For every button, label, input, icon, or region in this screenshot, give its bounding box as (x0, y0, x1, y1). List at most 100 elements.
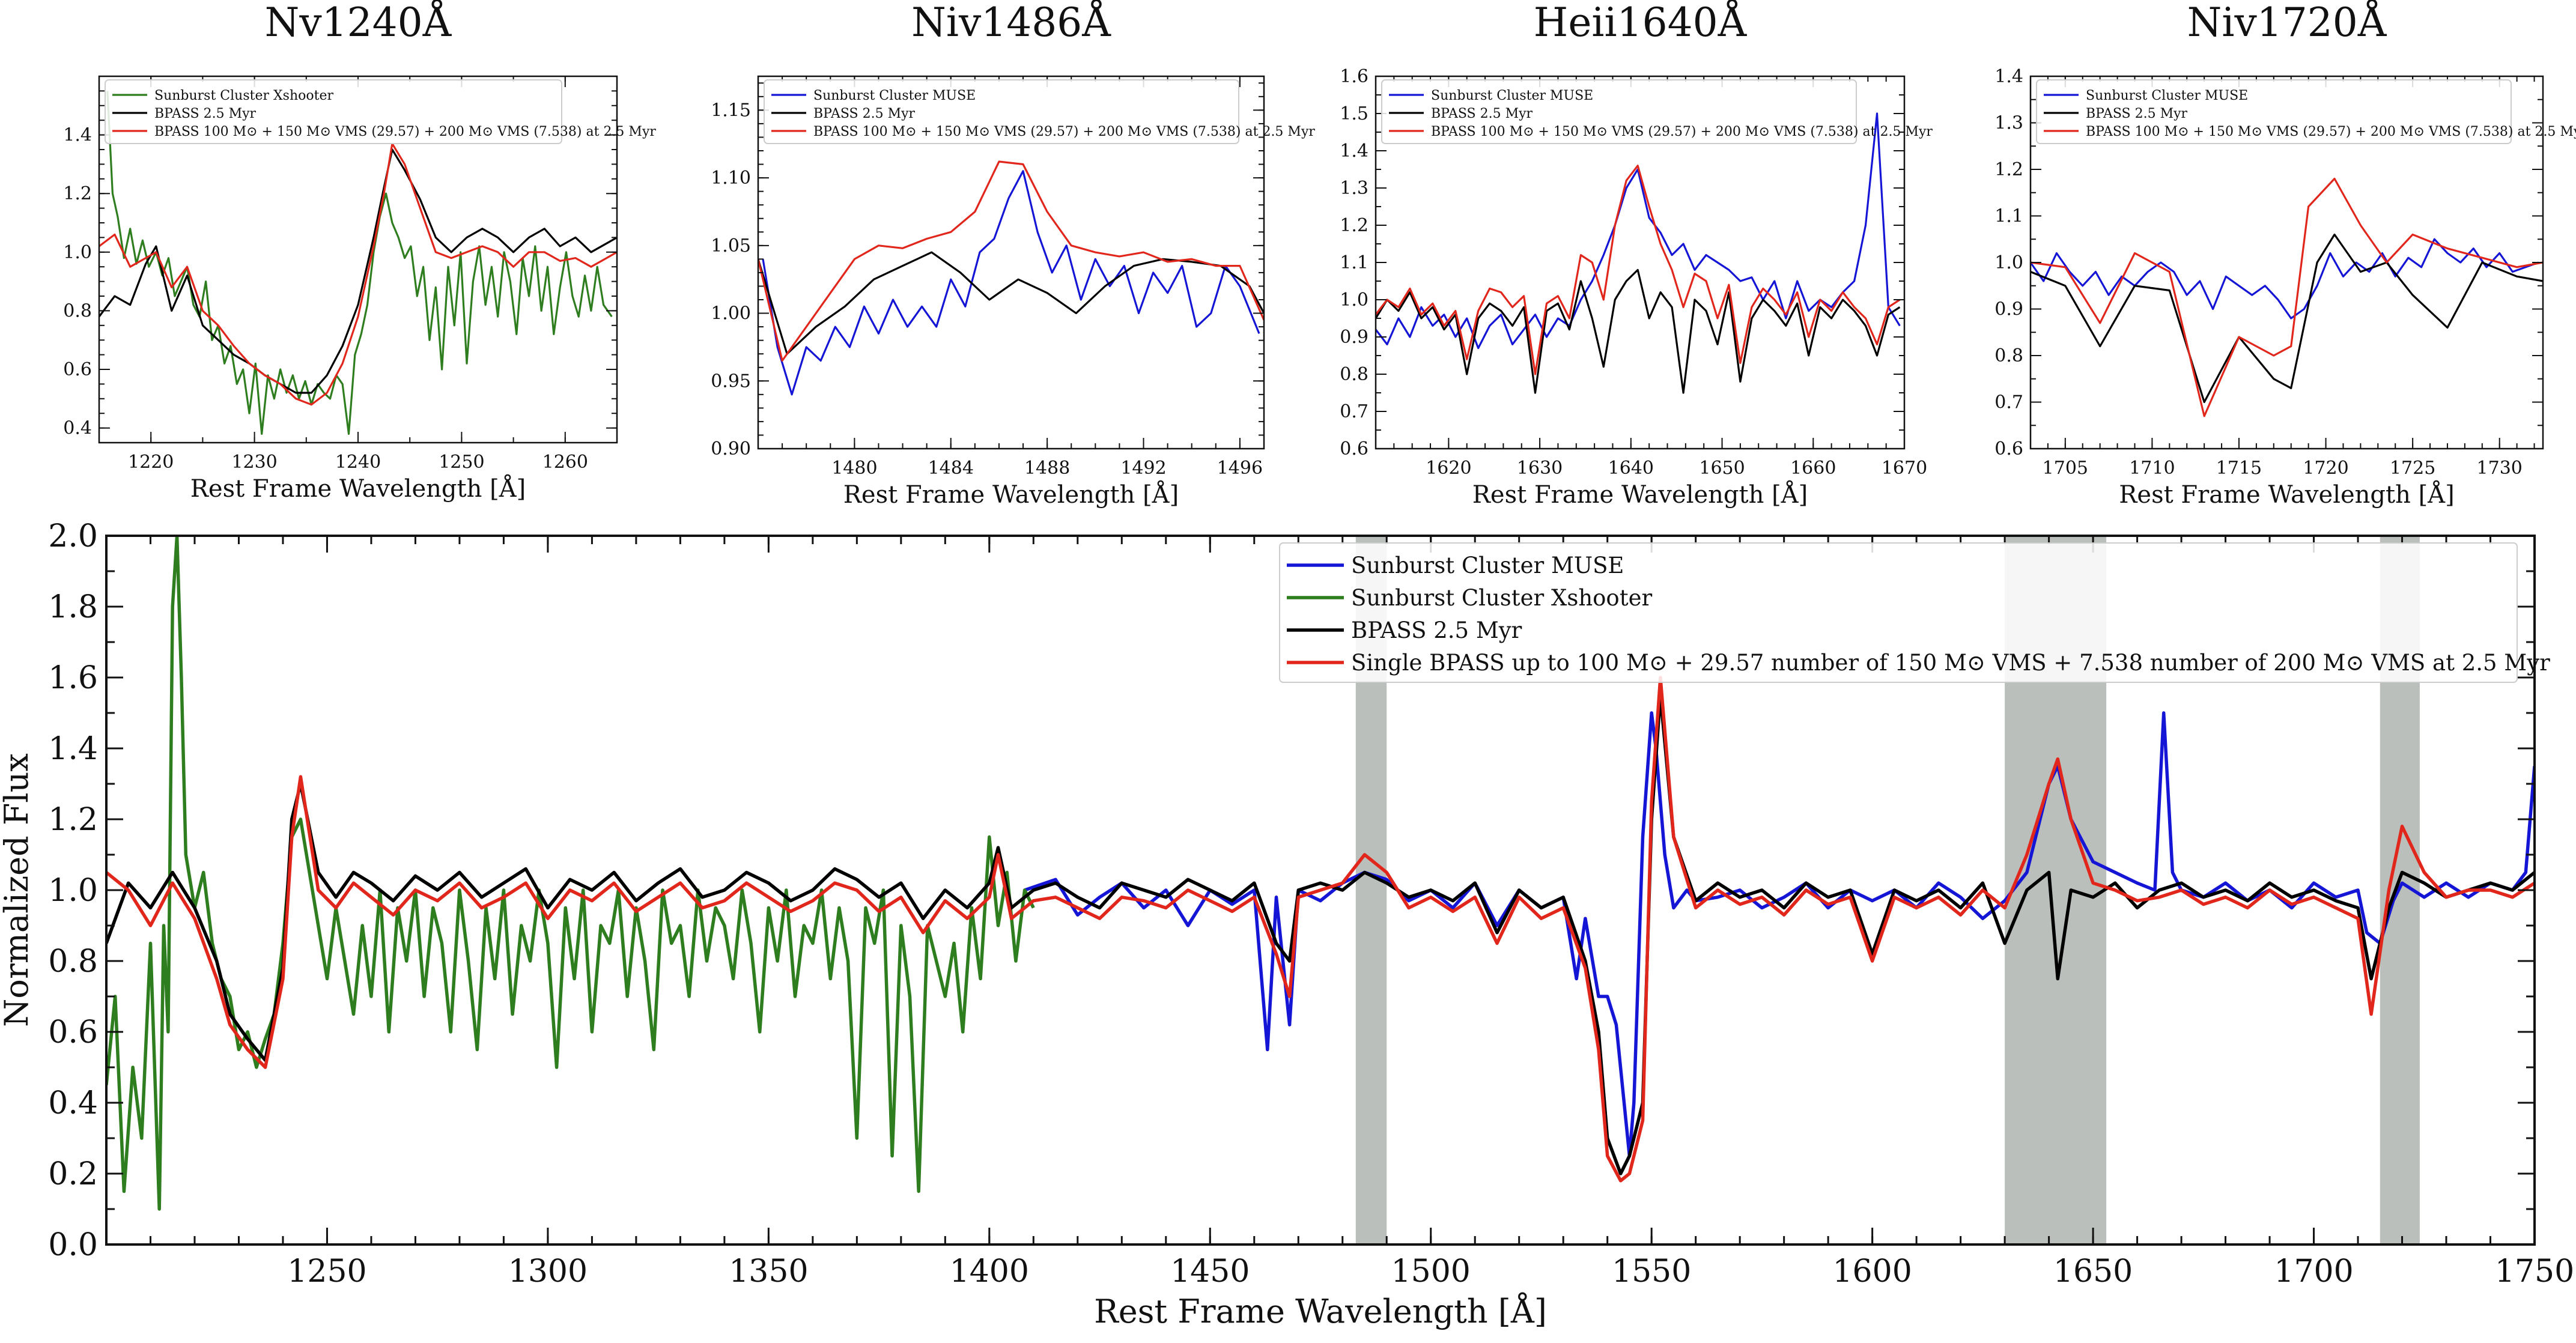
x-axis-label: Rest Frame Wavelength [Å] (1472, 481, 1808, 509)
y-tick-label: 1.5 (1340, 103, 1368, 124)
ticks (99, 76, 618, 443)
y-tick-label: 1.4 (1994, 66, 2023, 87)
panel-full-spectrum: 1250 1300 1350 1400 1450 1500 1550 1600 1650 1700… (0, 518, 2574, 1330)
panel-title: Heii1640Å (1534, 0, 1748, 46)
x-tick-label: 1250 (439, 452, 484, 473)
legend-box (2036, 79, 2512, 144)
series-line-bpass (2031, 233, 2543, 404)
x-tick-label: 1480 (831, 458, 877, 479)
legend-box (105, 79, 562, 144)
plot-frame (757, 75, 1265, 450)
y-axis-label: Normalized Flux (0, 753, 35, 1027)
legend-label: BPASS 2.5 Myr (2086, 106, 2188, 121)
y-tick-label: 1.0 (1340, 290, 1368, 311)
legend-label: Single BPASS up to 100 M⊙ + 29.57 number… (1351, 650, 2550, 676)
y-tick-label: 1.4 (1340, 141, 1368, 162)
x-tick-label: 1725 (2390, 458, 2435, 479)
legend-label: Sunburst Cluster MUSE (1431, 88, 1593, 103)
panel-niv1720: 1705 1710 1715 1720 1725 1730 0.6 0.7 0.8 0.9 1.0 1… (1994, 0, 2576, 509)
y-tick-label: 0.9 (1340, 327, 1368, 348)
x-tick-label: 1640 (1608, 458, 1654, 479)
x-axis-label: Rest Frame Wavelength [Å] (1094, 1291, 1547, 1330)
x-tick-label: 1484 (928, 458, 974, 479)
y-tick-label: 0.6 (63, 359, 92, 380)
y-tick-label: 0.7 (1340, 401, 1368, 422)
y-tick-label: 0.2 (48, 1156, 98, 1192)
x-tick-label: 1650 (2053, 1254, 2133, 1290)
x-tick-label: 1660 (1790, 458, 1836, 479)
y-tick-label: 1.0 (63, 242, 92, 263)
series-line-bpass (1376, 268, 1901, 394)
panel-niv1486: 1480 1484 1488 1492 1496 0.90 0.95 1.00 1.05 1.10… (711, 0, 1315, 509)
y-tick-label: 0.4 (63, 418, 92, 439)
series-line-muse (1376, 112, 1901, 350)
legend-label: BPASS 100 M⊙ + 150 M⊙ VMS (29.57) + 200 … (154, 124, 656, 139)
y-tick-label: 1.8 (48, 589, 98, 625)
y-tick-label: 1.2 (48, 802, 98, 838)
series-line-vms (99, 142, 617, 406)
panel-title: Niv1486Å (911, 0, 1111, 46)
legend-box (1279, 542, 2518, 683)
y-tick-label: 1.6 (48, 660, 98, 696)
x-tick-label: 1450 (1170, 1254, 1250, 1290)
legend-label: Sunburst Cluster MUSE (1351, 553, 1624, 578)
x-tick-label: 1220 (128, 452, 174, 473)
x-axis-label: Rest Frame Wavelength [Å] (843, 481, 1179, 509)
legend-label: Sunburst Cluster Xshooter (1351, 585, 1652, 611)
y-tick-label: 0.8 (1994, 345, 2023, 366)
legend: Sunburst Cluster MUSE BPASS 2.5 Myr BPASS … (764, 79, 1315, 144)
x-tick-label: 1705 (2043, 458, 2088, 479)
y-tick-label: 1.0 (48, 873, 98, 909)
legend: Sunburst Cluster MUSE Sunburst Cluster Xs… (1279, 542, 2550, 683)
y-tick-label: 1.15 (711, 100, 751, 121)
x-tick-label: 1630 (1517, 458, 1563, 479)
panel-heii1640: 1620 1630 1640 1650 1660 1670 0.6 0.7 0.8 0.9 1.0 1… (1340, 0, 1933, 509)
x-tick-label: 1750 (2495, 1254, 2574, 1290)
y-tick-label: 0.8 (1340, 364, 1368, 385)
plot-area-heii1640 (1376, 112, 1901, 394)
legend: Sunburst Cluster MUSE BPASS 2.5 Myr BPASS … (1381, 79, 1933, 144)
x-tick-label: 1550 (1612, 1254, 1691, 1290)
panel-nv1240: 1220 1230 1240 1250 1260 0.4 0.6 0.8 1.0 1.2 1.4 Re… (63, 0, 656, 503)
legend-label: BPASS 2.5 Myr (154, 106, 257, 121)
legend: Sunburst Cluster MUSE BPASS 2.5 Myr BPASS … (2036, 79, 2576, 144)
y-tick-label: 1.00 (711, 303, 751, 324)
series-line-vms (1376, 165, 1901, 375)
legend: Sunburst Cluster Xshooter BPASS 2.5 Myr BP… (105, 79, 656, 144)
y-tick-label: 1.05 (711, 235, 751, 256)
plot-area-niv1720 (2031, 177, 2543, 417)
y-tick-label: 0.7 (1994, 392, 2023, 413)
y-tick-label: 1.4 (48, 731, 98, 767)
y-tick-label: 0.9 (1994, 299, 2023, 320)
x-tick-label: 1496 (1217, 458, 1263, 479)
x-tick-label: 1710 (2129, 458, 2175, 479)
legend-label: BPASS 2.5 Myr (1431, 106, 1533, 121)
x-tick-label: 1488 (1024, 458, 1070, 479)
plot-area-nv1240 (99, 91, 617, 435)
y-tick-label: 1.1 (1340, 252, 1368, 273)
x-tick-label: 1492 (1120, 458, 1166, 479)
x-tick-label: 1730 (2477, 458, 2523, 479)
legend-label: BPASS 2.5 Myr (813, 106, 916, 121)
y-tick-label: 0.8 (48, 944, 98, 980)
y-tick-label: 1.0 (1994, 252, 2023, 273)
y-tick-label: 1.1 (1994, 206, 2023, 227)
x-tick-label: 1240 (335, 452, 381, 473)
y-tick-label: 1.3 (1994, 113, 2023, 134)
x-tick-label: 1715 (2216, 458, 2262, 479)
x-tick-label: 1650 (1699, 458, 1745, 479)
y-tick-label: 1.2 (63, 183, 92, 204)
legend-label: BPASS 100 M⊙ + 150 M⊙ VMS (29.57) + 200 … (2086, 124, 2576, 139)
legend-box (764, 79, 1239, 144)
series-line-bpass (758, 251, 1264, 355)
y-tick-label: 0.6 (1994, 438, 2023, 459)
legend-label: BPASS 100 M⊙ + 150 M⊙ VMS (29.57) + 200 … (1431, 124, 1933, 139)
y-tick-label: 0.90 (711, 438, 751, 459)
panel-title: Niv1720Å (2187, 0, 2387, 46)
x-tick-label: 1230 (231, 452, 277, 473)
series-line-vms (758, 160, 1264, 362)
plot-area-full-spectrum (106, 536, 2535, 1211)
legend-label: BPASS 100 M⊙ + 150 M⊙ VMS (29.57) + 200 … (813, 124, 1315, 139)
panel-title: Nv1240Å (265, 0, 452, 46)
